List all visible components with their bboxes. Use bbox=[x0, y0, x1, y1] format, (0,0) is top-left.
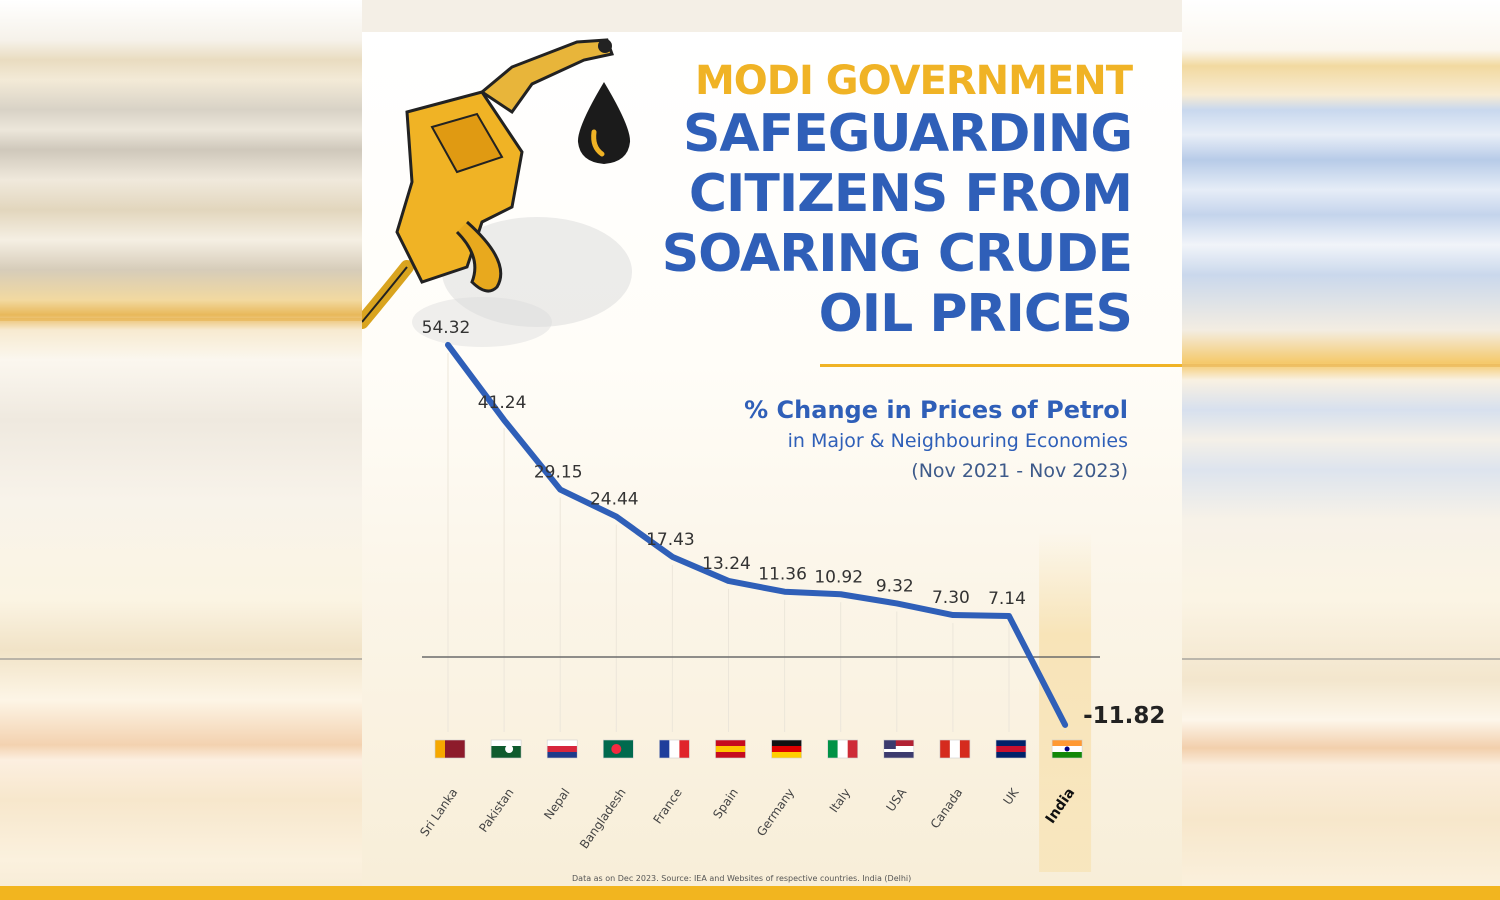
data-label: 41.24 bbox=[478, 393, 527, 413]
data-label: 7.14 bbox=[988, 589, 1026, 609]
flag-stripe bbox=[883, 752, 914, 758]
flag-stripe bbox=[771, 752, 802, 758]
header-underline bbox=[820, 364, 1182, 367]
flag-stripe bbox=[1052, 752, 1083, 758]
flag-stripe bbox=[603, 752, 634, 758]
highlight-column-india bbox=[1039, 532, 1092, 872]
flag-stripe bbox=[883, 746, 914, 752]
flag-stripe bbox=[547, 740, 578, 746]
flag-emblem bbox=[1064, 746, 1070, 752]
category-label: Pakistan bbox=[476, 786, 516, 835]
flag-stripe bbox=[491, 752, 522, 758]
flag-france bbox=[659, 739, 690, 759]
flag-emblem bbox=[505, 745, 514, 753]
flag-stripe bbox=[847, 740, 858, 758]
chart-title: % Change in Prices of Petrol bbox=[744, 396, 1128, 424]
flag-stripe bbox=[996, 746, 1026, 752]
category-label: Germany bbox=[754, 786, 797, 839]
flag-spain bbox=[715, 739, 746, 759]
category-label: Canada bbox=[928, 786, 966, 831]
flag-germany bbox=[771, 739, 802, 759]
category-label: USA bbox=[884, 785, 910, 814]
category-label: Nepal bbox=[541, 786, 572, 822]
flag-sri-lanka bbox=[434, 739, 466, 759]
flag-stripe bbox=[445, 740, 455, 758]
chart-period: (Nov 2021 - Nov 2023) bbox=[911, 460, 1128, 482]
data-label: 24.44 bbox=[590, 490, 639, 510]
oil-drop-icon bbox=[577, 82, 631, 164]
flag-stripe bbox=[939, 740, 950, 758]
flag-stripe bbox=[959, 740, 970, 758]
flag-stripe bbox=[547, 752, 578, 758]
data-label: 10.92 bbox=[814, 567, 863, 587]
flag-stripe bbox=[996, 740, 1026, 746]
flag-canton bbox=[883, 740, 896, 749]
data-label: 54.32 bbox=[422, 318, 471, 338]
blurred-background-left bbox=[0, 0, 362, 900]
infographic-poster: MODI GOVERNMENT SAFEGUARDING CITIZENS FR… bbox=[362, 32, 1182, 888]
header-title-line-4: OIL PRICES bbox=[818, 284, 1133, 344]
flag-stripe bbox=[669, 740, 680, 758]
flag-uk bbox=[995, 739, 1027, 759]
blurred-background-right bbox=[1182, 0, 1500, 900]
category-label: Bangladesh bbox=[577, 786, 629, 852]
flag-stripe bbox=[996, 752, 1026, 758]
flag-stripe bbox=[715, 740, 746, 746]
flag-bangladesh bbox=[603, 739, 634, 759]
flag-stripe bbox=[679, 740, 690, 758]
fuel-nozzle-icon bbox=[362, 38, 632, 347]
header-title-line-3: SOARING CRUDE bbox=[661, 224, 1133, 284]
data-label: 11.36 bbox=[758, 565, 807, 585]
data-label: 29.15 bbox=[534, 463, 583, 483]
data-label: 17.43 bbox=[646, 530, 695, 550]
petrol-price-change-chart: 54.32 41.24 29.15 24.44 17.43 13.24 11.36 10.92… bbox=[417, 318, 1165, 872]
flag-stripe bbox=[455, 740, 465, 758]
source-footnote: Data as on Dec 2023. Source: IEA and Web… bbox=[572, 874, 912, 883]
data-label: 13.24 bbox=[702, 554, 751, 574]
header-kicker: MODI GOVERNMENT bbox=[694, 58, 1133, 104]
flag-stripe bbox=[827, 740, 838, 758]
flag-stripe bbox=[715, 746, 746, 752]
header-title-line-1: SAFEGUARDING bbox=[682, 104, 1133, 164]
flag-stripe bbox=[949, 740, 960, 758]
data-label: 9.32 bbox=[876, 576, 914, 596]
bottom-accent-bar bbox=[0, 886, 1500, 900]
category-label: Spain bbox=[710, 786, 741, 821]
category-label: Italy bbox=[827, 786, 853, 815]
flag-stripe bbox=[771, 746, 802, 752]
flag-nepal bbox=[546, 739, 578, 759]
chart-subtitle: in Major & Neighbouring Economies bbox=[787, 430, 1128, 452]
flag-stripe bbox=[883, 740, 914, 746]
flag-pakistan bbox=[490, 739, 522, 759]
data-label: 7.30 bbox=[932, 588, 970, 608]
flag-emblem bbox=[611, 744, 622, 754]
flag-italy bbox=[827, 739, 859, 759]
flag-stripe bbox=[435, 740, 445, 758]
flag-stripe bbox=[659, 740, 670, 758]
category-label: France bbox=[651, 786, 685, 827]
flag-usa bbox=[883, 739, 915, 759]
flag-stripe bbox=[491, 740, 522, 746]
flag-canada bbox=[939, 739, 971, 759]
flag-stripe bbox=[1052, 740, 1083, 746]
flag-india bbox=[1051, 739, 1083, 759]
flag-stripe bbox=[771, 740, 802, 746]
flag-stripe bbox=[837, 740, 848, 758]
flag-stripe bbox=[603, 740, 634, 746]
category-label: UK bbox=[1000, 785, 1022, 808]
flag-stripe bbox=[547, 746, 578, 752]
flag-stripe bbox=[715, 752, 746, 758]
category-label: Sri Lanka bbox=[417, 786, 460, 839]
data-label: -11.82 bbox=[1083, 703, 1165, 729]
header-title-line-2: CITIZENS FROM bbox=[688, 164, 1133, 224]
series-line bbox=[445, 341, 1069, 728]
